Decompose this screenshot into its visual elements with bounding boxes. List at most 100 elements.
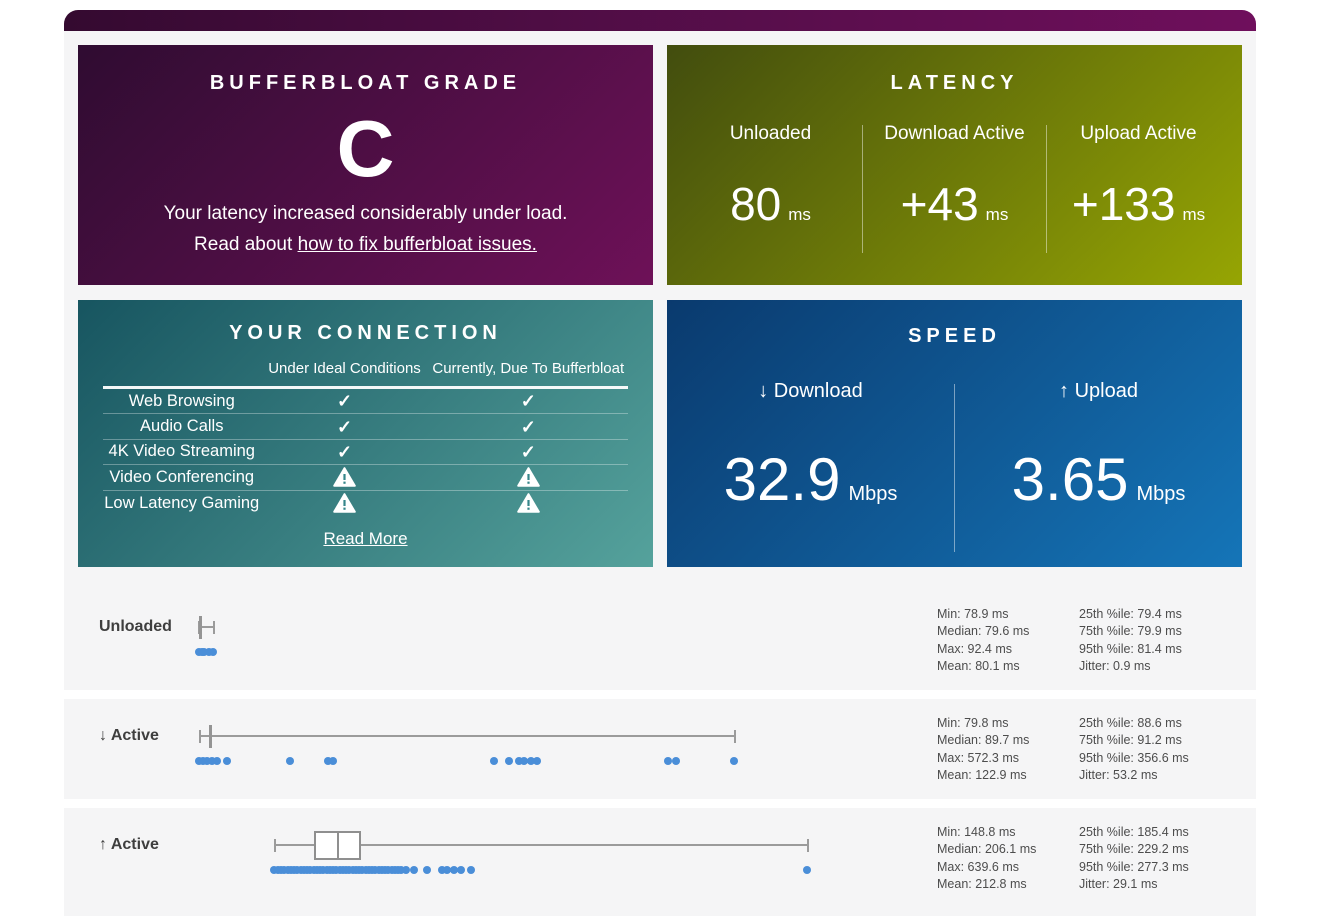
- cards-grid: BUFFERBLOAT GRADE C Your latency increas…: [64, 45, 1256, 567]
- boxplot-max-tick: [213, 621, 216, 634]
- latency-metric-value: +133 ms: [1071, 178, 1206, 230]
- boxplot-whisker-line: [274, 844, 807, 846]
- connection-table: Under Ideal Conditions Currently, Due To …: [103, 360, 628, 516]
- check-icon-glyph: ✓: [336, 441, 353, 462]
- speed-metric-value: 32.9 Mbps: [723, 446, 898, 513]
- speed-column-divider: [954, 384, 955, 552]
- connection-row-4k-video-streaming: 4K Video Streaming ✓ ✓: [103, 440, 629, 466]
- connection-card-title: YOUR CONNECTION: [229, 322, 502, 344]
- latency-metric-download-active: Download Active +43 ms: [863, 123, 1046, 253]
- latency-sample-dot: [423, 866, 432, 874]
- stat-p75: 75th %ile: 91.2 ms: [1079, 733, 1182, 748]
- latency-distribution-plots: Unloaded Min: 78.9 ms Median: 79.6 ms Max: …: [64, 590, 1256, 908]
- check-icon-glyph: ✓: [336, 416, 353, 437]
- warning-icon: [429, 493, 629, 514]
- connection-header-current: Currently, Due To Bufferbloat: [432, 360, 625, 377]
- connection-header-spacer: [103, 360, 261, 377]
- grade-description: Your latency increased considerably unde…: [163, 203, 568, 224]
- latency-sample-dot: [437, 866, 446, 874]
- stat-p75: 75th %ile: 229.2 ms: [1079, 842, 1189, 857]
- stats-column: Min: 78.9 ms Median: 79.6 ms Max: 92.4 ms M…: [937, 606, 1079, 690]
- latency-sample-dot: [222, 757, 231, 765]
- latency-sample-dot: [329, 757, 338, 765]
- grade-read-prefix: Read about: [194, 234, 298, 255]
- stats-column: Min: 79.8 ms Median: 89.7 ms Max: 572.3 ms…: [937, 715, 1079, 799]
- speed-metric-unit: Mbps: [848, 483, 898, 505]
- check-icon: ✓: [429, 443, 629, 461]
- check-icon-glyph: ✓: [520, 441, 536, 462]
- latency-sample-dot: [526, 757, 535, 765]
- latency-card-title: LATENCY: [890, 72, 1019, 94]
- speed-metric-label: ↓ Download: [667, 380, 954, 403]
- boxplot-max-tick: [806, 839, 809, 852]
- boxplot-max-tick: [733, 730, 736, 743]
- connection-header-ideal: Under Ideal Conditions: [268, 360, 421, 377]
- stat-jitter: Jitter: 0.9 ms: [1079, 658, 1151, 673]
- stat-p95: 95th %ile: 277.3 ms: [1079, 859, 1189, 874]
- stats-column: Min: 148.8 ms Median: 206.1 ms Max: 639.6 …: [937, 824, 1079, 908]
- stat-max: Max: 572.3 ms: [937, 750, 1019, 765]
- grade-card-title: BUFFERBLOAT GRADE: [209, 72, 522, 94]
- plot-row-separator: [64, 799, 1256, 808]
- speed-card-title: SPEED: [908, 325, 1001, 347]
- speed-metric-upload: ↑ Upload 3.65 Mbps: [955, 380, 1242, 552]
- plot-area: [179, 590, 919, 690]
- plot-area: [179, 808, 919, 908]
- speed-metric-label-text: Download: [773, 380, 863, 402]
- check-icon: ✓: [261, 443, 429, 461]
- stats-column: 25th %ile: 79.4 ms 75th %ile: 79.9 ms 95th…: [1079, 606, 1256, 690]
- plot-row-stats: Min: 148.8 ms Median: 206.1 ms Max: 639.6 …: [919, 808, 1256, 908]
- connection-row-audio-calls: Audio Calls ✓ ✓: [103, 414, 628, 440]
- boxplot-min-tick: [274, 839, 277, 852]
- bufferbloat-grade-card: BUFFERBLOAT GRADE C Your latency increas…: [78, 45, 653, 285]
- stat-mean: Mean: 212.8 ms: [937, 876, 1027, 891]
- top-banner: [64, 10, 1256, 31]
- latency-sample-dot: [489, 757, 498, 765]
- read-more-link[interactable]: Read More: [323, 528, 408, 548]
- latency-metric-unit: ms: [788, 205, 811, 224]
- upload-arrow-icon: ↑: [1059, 380, 1075, 402]
- latency-sample-dot: [520, 757, 529, 765]
- grade-value: C: [336, 104, 395, 193]
- check-icon-glyph: ✓: [520, 391, 536, 412]
- stats-column: 25th %ile: 88.6 ms 75th %ile: 91.2 ms 95th…: [1079, 715, 1256, 799]
- connection-row-video-conferencing: Video Conferencing: [103, 465, 629, 491]
- plot-row-label: ↑ Active: [99, 836, 159, 853]
- connection-row-label: 4K Video Streaming: [108, 442, 255, 461]
- latency-column-divider: [862, 125, 863, 253]
- stat-jitter: Jitter: 29.1 ms: [1079, 876, 1158, 891]
- latency-sample-dot: [198, 757, 207, 765]
- connection-row-label: Video Conferencing: [109, 467, 255, 486]
- latency-columns: Unloaded 80 ms Download Active +43 ms Upload A…: [679, 123, 1230, 253]
- fix-bufferbloat-link[interactable]: how to fix bufferbloat issues.: [297, 234, 537, 255]
- your-connection-card: YOUR CONNECTION Under Ideal Conditions Cu…: [78, 300, 653, 567]
- stat-max: Max: 639.6 ms: [937, 859, 1019, 874]
- stat-min: Min: 78.9 ms: [937, 607, 1009, 621]
- latency-sample-dot: [401, 866, 410, 874]
- latency-sample-dot: [514, 757, 523, 765]
- latency-sample-dot: [671, 757, 680, 765]
- stat-p25: 25th %ile: 88.6 ms: [1079, 716, 1182, 730]
- plot-row-stats: Min: 78.9 ms Median: 79.6 ms Max: 92.4 ms M…: [919, 590, 1256, 690]
- check-icon-glyph: ✓: [336, 391, 353, 412]
- latency-card: LATENCY Unloaded 80 ms Download Active +43 ms…: [667, 45, 1242, 285]
- stat-p95: 95th %ile: 81.4 ms: [1079, 641, 1182, 656]
- stat-max: Max: 92.4 ms: [937, 641, 1013, 656]
- latency-column-divider: [1046, 125, 1047, 253]
- latency-metric-label: Unloaded: [729, 123, 812, 144]
- warning-icon: [429, 467, 629, 488]
- stat-median: Median: 89.7 ms: [937, 733, 1030, 748]
- stat-p75: 75th %ile: 79.9 ms: [1079, 624, 1182, 639]
- speed-metric-download: ↓ Download 32.9 Mbps: [667, 380, 954, 552]
- latency-sample-dot: [729, 757, 738, 765]
- speed-columns: ↓ Download 32.9 Mbps ↑ Upload 3.65 Mbps: [667, 380, 1242, 552]
- download-arrow-icon: ↓: [758, 380, 774, 402]
- check-icon-glyph: ✓: [520, 416, 536, 437]
- latency-metric-label: Download Active: [884, 123, 1025, 144]
- boxplot-median-line: [336, 833, 339, 858]
- speed-metric-unit: Mbps: [1136, 483, 1186, 505]
- latency-metric-upload-active: Upload Active +133 ms: [1047, 123, 1230, 253]
- stat-mean: Mean: 122.9 ms: [937, 767, 1027, 782]
- stat-min: Min: 79.8 ms: [937, 716, 1009, 730]
- latency-sample-dot: [323, 757, 332, 765]
